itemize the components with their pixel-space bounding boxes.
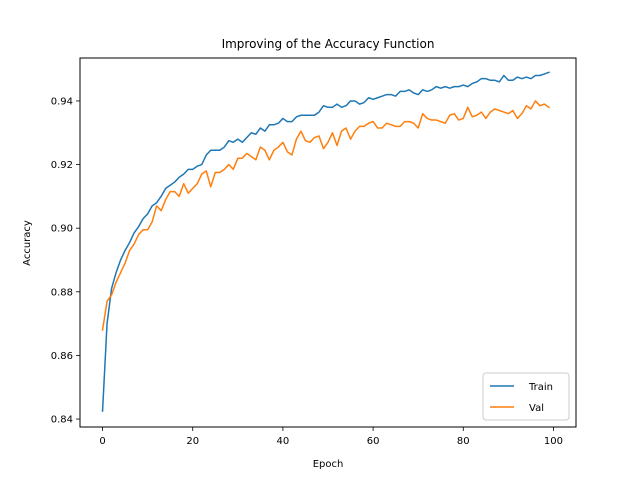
x-tick-label: 60 [367,436,380,447]
x-tick-label: 0 [99,436,105,447]
plot-frame [79,57,577,428]
y-tick-label: 0.92 [51,160,73,171]
x-axis-ticks: 0 20 40 60 80 100 [99,427,563,447]
y-axis-label: Accuracy [22,220,33,266]
legend-box [482,372,570,421]
x-tick-label: 40 [277,436,290,447]
x-tick-label: 100 [544,436,563,447]
series-line-train [101,71,550,412]
y-tick-label: 0.94 [51,96,73,107]
y-tick-label: 0.86 [51,351,73,362]
series-line-val [101,100,550,331]
y-tick-label: 0.88 [51,287,73,298]
legend-label-val: Val [529,403,544,414]
legend: Train Val [482,372,570,421]
x-axis-label: Epoch [313,459,344,470]
chart-title: Improving of the Accuracy Function [222,37,435,51]
y-axis-ticks: 0.84 0.86 0.88 0.90 0.92 0.94 [51,96,80,426]
legend-label-train: Train [528,382,553,393]
plot-lines [101,71,550,412]
y-tick-label: 0.90 [51,224,73,235]
x-tick-label: 20 [186,436,199,447]
x-tick-label: 80 [457,436,470,447]
y-tick-label: 0.84 [51,415,73,426]
